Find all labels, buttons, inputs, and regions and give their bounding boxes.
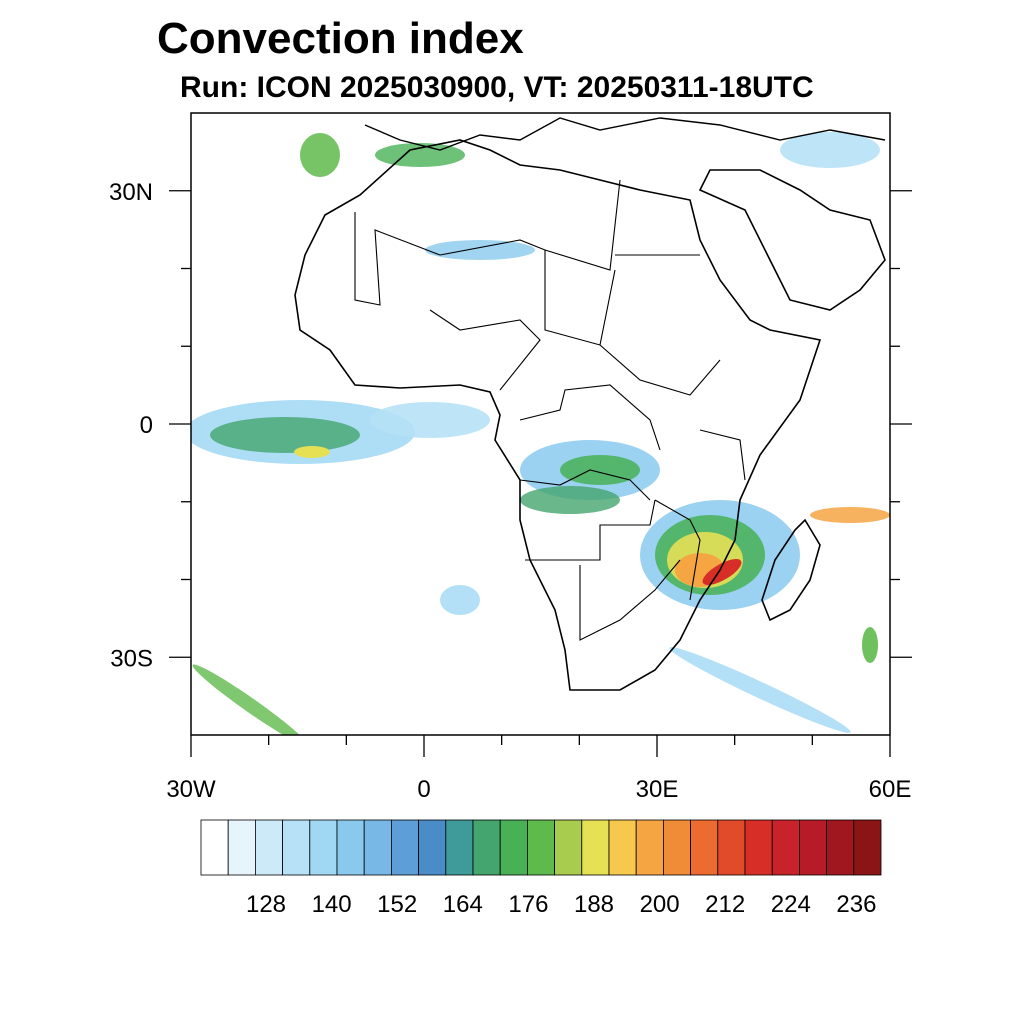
colorbar [200, 819, 882, 876]
x-tick-label: 30E [636, 776, 679, 803]
colorbar-swatch [799, 819, 828, 876]
colorbar-swatch [717, 819, 746, 876]
colorbar-labels: 128 140 152 164 176 188 200 212 224 236 [246, 891, 876, 918]
colorbar-swatch [227, 819, 256, 876]
colorbar-swatch [744, 819, 773, 876]
field-itcz-core [294, 446, 330, 458]
field-indian-ocean [810, 507, 890, 523]
colorbar-swatch [663, 819, 692, 876]
colorbar-swatch [581, 819, 610, 876]
field-gulf-guinea [370, 402, 490, 438]
colorbar-tick-label: 236 [836, 891, 876, 918]
colorbar-swatch [472, 819, 501, 876]
field-congo-inner [560, 455, 640, 485]
colorbar-tick-label: 188 [574, 891, 614, 918]
colorbar-swatch [554, 819, 583, 876]
colorbar-swatch [282, 819, 311, 876]
colorbar-swatch [309, 819, 338, 876]
field-southern-band [669, 647, 851, 733]
axis-ticks [169, 190, 912, 757]
field-middle-east [780, 132, 880, 168]
colorbar-tick-label: 200 [640, 891, 680, 918]
colorbar-swatch [499, 819, 528, 876]
colorbar-tick-label: 128 [246, 891, 286, 918]
y-tick-label: 30S [110, 645, 153, 672]
colorbar-swatch [853, 819, 882, 876]
axis-labels: 30W 0 30E 60E 30N 0 30S [109, 179, 911, 803]
convection-field [191, 117, 890, 735]
field-atlantic-north [300, 133, 340, 177]
y-tick-label: 0 [140, 412, 153, 439]
colorbar-swatch [690, 819, 719, 876]
colorbar-tick-label: 212 [705, 891, 745, 918]
colorbar-swatch [418, 819, 447, 876]
colorbar-tick-label: 140 [312, 891, 352, 918]
colorbar-swatch [445, 819, 474, 876]
colorbar-swatch [635, 819, 664, 876]
madagascar-coastline [761, 518, 821, 622]
colorbar-swatch [771, 819, 800, 876]
field-indian-ocean-south [862, 627, 878, 663]
arabia-coastline [698, 169, 886, 311]
colorbar-swatch [363, 819, 392, 876]
colorbar-swatch [336, 819, 365, 876]
field-itcz-mid [210, 417, 360, 453]
field-morocco [375, 143, 465, 167]
x-tick-label: 60E [869, 776, 912, 803]
field-sahara [425, 240, 535, 260]
colorbar-swatch [390, 819, 419, 876]
colorbar-swatch [254, 819, 283, 876]
colorbar-swatch [608, 819, 637, 876]
x-tick-label: 30W [166, 776, 216, 803]
colorbar-swatch [200, 819, 229, 876]
field-south-atlantic [440, 585, 480, 615]
chart-subtitle: Run: ICON 2025030900, VT: 20250311-18UTC [180, 71, 814, 104]
field-southwest-band [192, 664, 308, 735]
field-se-africa-red [702, 559, 742, 585]
colorbar-swatch [826, 819, 855, 876]
europe-coastline [364, 117, 886, 151]
country-borders [354, 179, 746, 641]
field-angola-band [520, 486, 620, 514]
colorbar-tick-label: 164 [443, 891, 483, 918]
colorbar-tick-label: 224 [771, 891, 811, 918]
x-tick-label: 0 [417, 776, 430, 803]
colorbar-swatch [527, 819, 556, 876]
colorbar-tick-label: 152 [377, 891, 417, 918]
y-tick-label: 30N [109, 179, 153, 206]
africa-coastline [294, 139, 822, 691]
chart-title: Convection index [157, 14, 524, 63]
colorbar-tick-label: 176 [508, 891, 548, 918]
